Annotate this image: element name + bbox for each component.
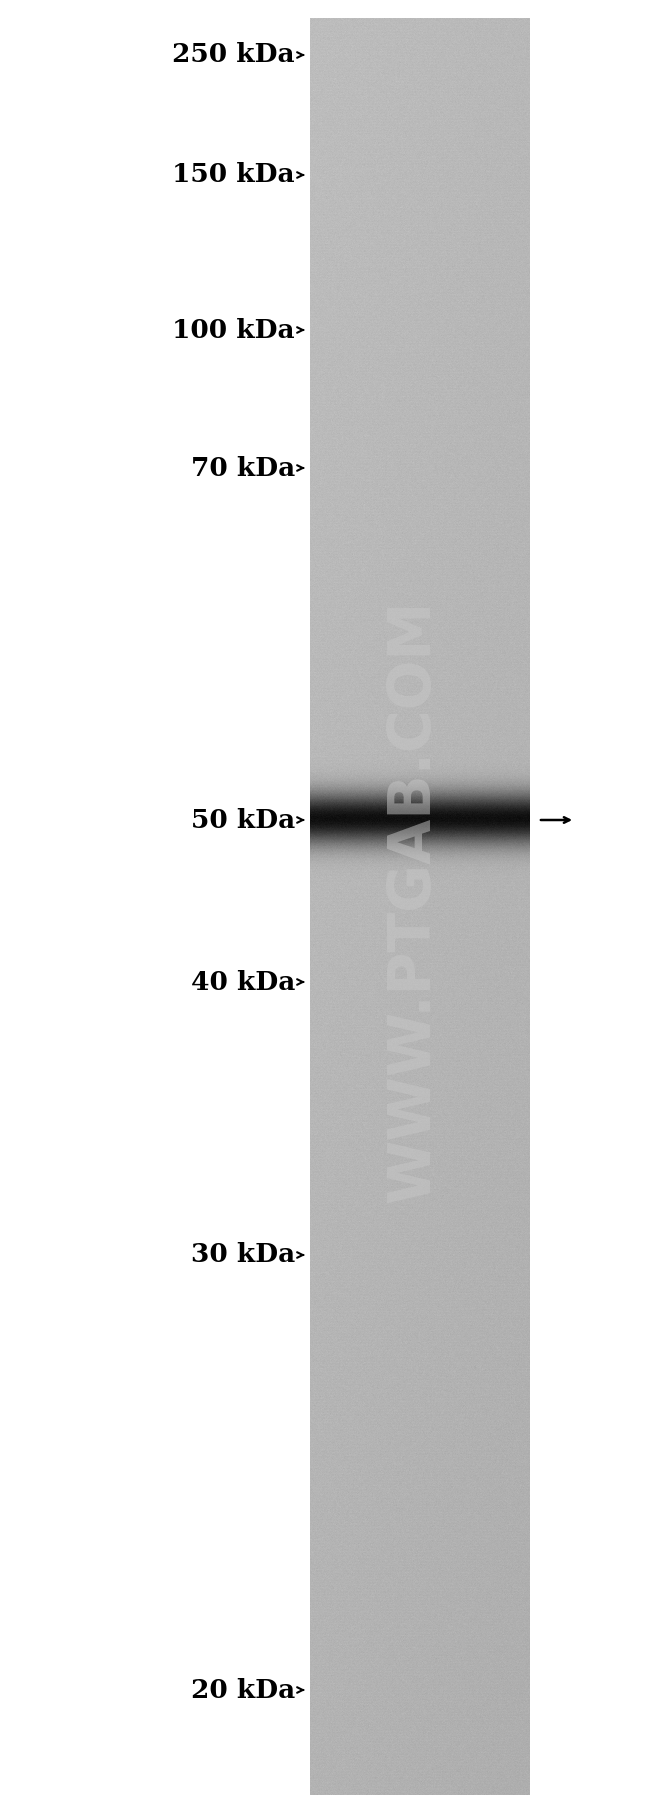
- Text: 50 kDa: 50 kDa: [190, 808, 295, 833]
- Text: 40 kDa: 40 kDa: [190, 970, 295, 995]
- Text: 150 kDa: 150 kDa: [172, 162, 295, 188]
- Text: 70 kDa: 70 kDa: [190, 456, 295, 481]
- Text: WWW.PTGAB.COM: WWW.PTGAB.COM: [384, 600, 441, 1203]
- Text: 30 kDa: 30 kDa: [190, 1242, 295, 1268]
- Text: 20 kDa: 20 kDa: [190, 1677, 295, 1702]
- Text: 250 kDa: 250 kDa: [172, 43, 295, 67]
- Text: 100 kDa: 100 kDa: [172, 317, 295, 343]
